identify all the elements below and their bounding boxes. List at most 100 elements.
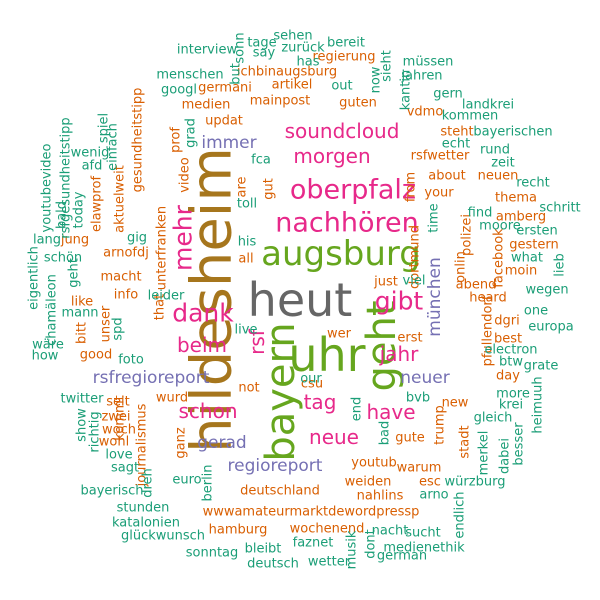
word-141: recht [516,176,550,191]
word-183: today [72,191,87,228]
word-14: schon [178,399,237,423]
word-159: bvb [406,391,430,406]
word-48: neuen [478,169,519,184]
word-174: eigentlich [27,246,42,310]
word-82: thema [495,191,537,206]
word-66: csu [301,377,323,392]
word-11: soundcloud [285,119,400,143]
word-150: dabei [498,438,513,474]
word-164: toll [237,197,257,212]
word-190: out [331,79,352,94]
word-199: katalonien [112,516,180,531]
word-86: vdmo [407,105,444,120]
word-22: neuer [400,368,449,388]
word-55: warum [397,461,442,476]
word-96: ichbinaugsburg [237,65,337,80]
word-18: jahr [379,342,419,366]
word-179: rsfgesundheitstipp [59,117,74,238]
word-111: nacht [372,524,409,539]
word-34: gut [262,178,277,200]
word-196: richtig [88,411,103,452]
word-129: müssen [403,55,454,70]
word-85: medien [182,98,231,113]
word-75: erst [397,331,422,346]
word-142: schritt [539,201,580,216]
word-20: immer [201,133,256,153]
word-132: sehen [273,29,312,44]
word-140: echt [442,137,470,152]
word-118: europa [528,320,573,335]
word-63: ganz [174,427,189,458]
word-198: stunden [117,501,170,516]
word-41: onlin [454,251,469,283]
word-180: youtubevideo [40,143,55,232]
word-36: guten [339,96,377,111]
word-173: chamäleon [45,274,60,346]
word-26: rsfwetter [411,149,470,164]
word-47: facebook [492,228,507,288]
word-79: moin [505,264,537,279]
word-136: interview [177,43,238,58]
word-119: one [524,304,548,319]
word-52: stadt [458,425,473,458]
word-157: bad [378,421,393,445]
word-126: landkrei [462,98,514,113]
word-33: arnofdj [103,246,149,261]
word-135: has [297,55,320,70]
word-44: about [428,169,466,184]
word-182: wenig [71,146,110,161]
word-7: geht [359,300,405,391]
word-154: german [377,549,427,564]
word-147: lieb [553,253,568,276]
word-169: spd [111,317,126,340]
word-153: sucht [405,526,441,541]
word-19: have [366,400,415,424]
word-92: bitt [75,322,90,344]
word-50: abend [456,278,497,293]
word-113: arno [419,488,448,503]
word-71: unser [99,305,114,342]
word-67: seit [106,395,129,410]
word-101: faznet [293,536,334,551]
word-30: deutschland [240,484,320,499]
word-144: moore [479,219,521,234]
word-148: heimuuh [531,376,546,433]
word-134: say [253,46,276,61]
word-46: heard [469,291,507,306]
word-43: your [424,186,454,201]
word-133: tage [247,36,276,51]
word-0: heut [248,273,353,327]
word-112: würzburg [445,475,506,490]
word-4: nachhören [275,208,418,239]
word-189: kantin [399,70,414,110]
word-28: dortmund [408,225,423,289]
word-24: gerad [197,433,246,453]
word-184: einfach [106,123,121,171]
word-39: wer [327,327,352,342]
word-45: pfullendorf [481,295,496,366]
word-106: sonntag [186,546,239,561]
word-152: endlich [453,491,468,538]
word-137: menschen [156,68,223,83]
word-73: just [373,275,398,290]
word-17: rsf [245,328,269,355]
word-76: dgri [494,314,519,329]
word-177: lang [33,233,61,248]
word-176: geht [67,258,82,288]
word-1: hildesheim [180,147,245,453]
word-8: mehr [169,204,198,271]
word-158: end [350,397,365,422]
word-21: rsfregioreport [93,368,210,388]
word-156: musik [345,530,360,569]
word-5: oberpfalz [290,175,416,206]
word-16: neue [309,425,359,449]
word-59: wochenend [290,522,365,537]
word-178: bald [55,201,70,229]
word-25: münchen [425,257,445,336]
word-163: his [238,235,257,250]
word-38: that [153,294,168,320]
word-181: afd [82,159,103,174]
word-97: regierung [313,50,376,65]
word-29: youtub [351,456,396,471]
